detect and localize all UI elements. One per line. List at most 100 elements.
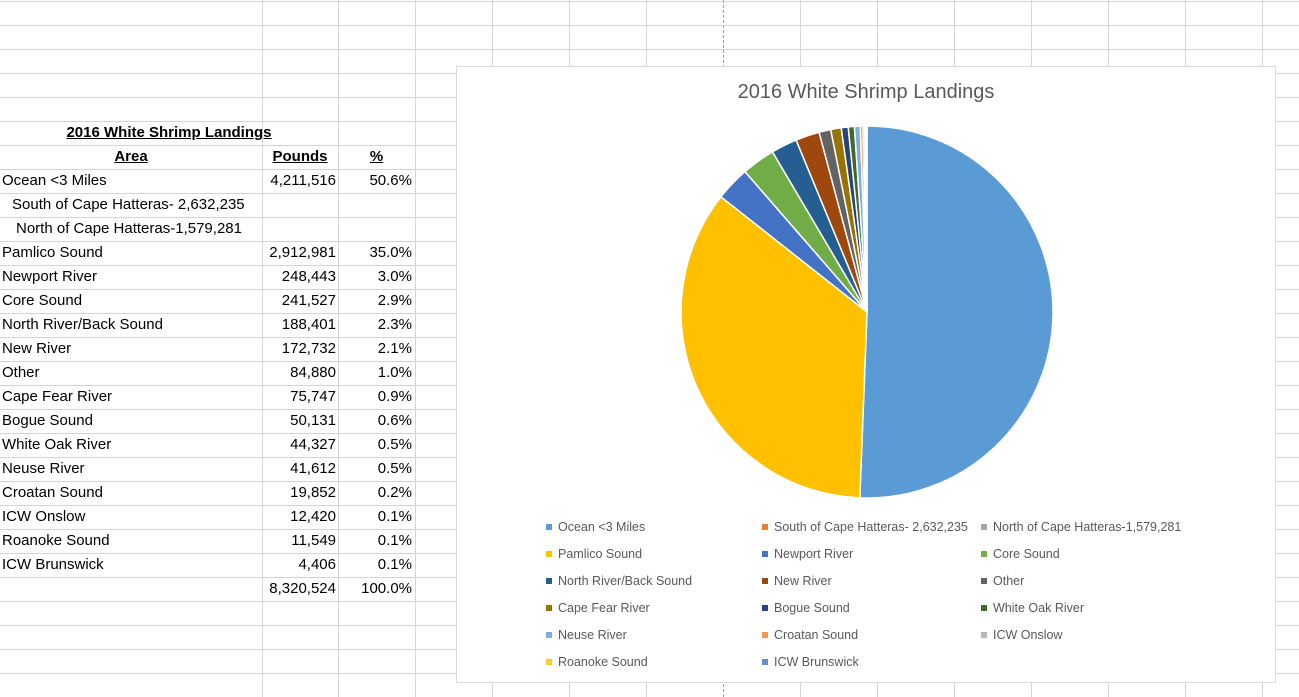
legend-entry[interactable]: New River <box>762 573 832 589</box>
percent-cell[interactable]: 2.1% <box>377 340 412 357</box>
legend-swatch <box>546 658 552 665</box>
legend-swatch <box>546 577 552 584</box>
legend-entry[interactable]: Roanoke Sound <box>546 654 648 670</box>
percent-cell[interactable]: 0.9% <box>377 388 412 405</box>
pounds-cell[interactable]: 12,420 <box>290 508 336 525</box>
pounds-cell[interactable]: 50,131 <box>290 412 336 429</box>
percent-cell[interactable] <box>338 193 412 217</box>
legend-swatch <box>546 550 552 557</box>
row-gridline <box>0 49 1299 50</box>
pounds-cell[interactable]: 2,912,981 <box>269 244 336 261</box>
header-area[interactable]: Area <box>114 148 148 165</box>
area-cell[interactable]: ICW Onslow <box>2 508 86 525</box>
area-cell[interactable]: Bogue Sound <box>2 412 93 429</box>
legend-entry[interactable]: White Oak River <box>981 600 1084 616</box>
percent-cell[interactable]: 0.2% <box>377 484 412 501</box>
pounds-cell[interactable]: 84,880 <box>290 364 336 381</box>
legend-entry[interactable]: North of Cape Hatteras-1,579,281 <box>981 519 1181 535</box>
area-cell[interactable]: Ocean <3 Miles <box>2 172 107 189</box>
legend-swatch <box>981 604 987 611</box>
legend-entry[interactable]: ICW Onslow <box>981 627 1062 643</box>
legend-entry[interactable]: Ocean <3 Miles <box>546 519 645 535</box>
area-cell[interactable]: ICW Brunswick <box>2 556 104 573</box>
legend-entry[interactable]: Cape Fear River <box>546 600 650 616</box>
legend-label: ICW Onslow <box>993 628 1063 642</box>
row-gridline <box>0 25 1299 26</box>
percent-cell[interactable]: 0.1% <box>377 508 412 525</box>
pounds-cell[interactable]: 11,549 <box>291 532 336 549</box>
pounds-cell[interactable]: 4,211,516 <box>270 172 336 189</box>
area-cell[interactable]: North of Cape Hatteras-1,579,281 <box>16 220 242 237</box>
legend-entry[interactable]: ICW Brunswick <box>762 654 859 670</box>
area-cell[interactable]: Other <box>2 364 40 381</box>
percent-cell[interactable]: 50.6% <box>369 172 412 189</box>
pie-chart[interactable]: 2016 White Shrimp Landings Ocean <3 Mile… <box>456 66 1276 683</box>
legend-entry[interactable]: Other <box>981 573 1024 589</box>
area-cell[interactable]: Pamlico Sound <box>2 244 103 261</box>
legend-entry[interactable]: South of Cape Hatteras- 2,632,235 <box>762 519 968 535</box>
pie-slice[interactable] <box>680 195 868 499</box>
chart-title: 2016 White Shrimp Landings <box>737 81 995 103</box>
legend-entry[interactable]: Croatan Sound <box>762 627 858 643</box>
legend-swatch <box>981 631 987 638</box>
pounds-cell[interactable]: 44,327 <box>290 436 336 453</box>
percent-cell[interactable]: 2.9% <box>377 292 412 309</box>
pounds-cell[interactable] <box>262 193 336 217</box>
area-cell[interactable]: North River/Back Sound <box>2 316 163 333</box>
header-pct[interactable]: % <box>369 148 384 165</box>
legend-entry[interactable]: North River/Back Sound <box>546 573 692 589</box>
area-cell[interactable]: Croatan Sound <box>2 484 103 501</box>
total-pounds-cell[interactable]: 8,320,524 <box>269 580 336 597</box>
legend-label: Other <box>993 574 1025 588</box>
percent-cell[interactable]: 0.6% <box>377 412 412 429</box>
table-title[interactable]: 2016 White Shrimp Landings <box>66 124 272 141</box>
pounds-cell[interactable] <box>262 217 336 241</box>
legend-swatch <box>762 631 768 638</box>
pounds-cell[interactable]: 248,443 <box>281 268 336 285</box>
pie-slice[interactable] <box>859 125 1054 499</box>
percent-cell[interactable]: 0.1% <box>377 556 412 573</box>
pounds-cell[interactable]: 75,747 <box>290 388 336 405</box>
percent-cell[interactable]: 1.0% <box>377 364 412 381</box>
pounds-cell[interactable]: 41,612 <box>290 460 336 477</box>
pie-slice[interactable] <box>865 125 868 313</box>
legend-label: Core Sound <box>993 547 1060 561</box>
legend-swatch <box>546 604 552 611</box>
percent-cell[interactable] <box>338 217 412 241</box>
legend-label: White Oak River <box>993 601 1084 615</box>
area-cell[interactable]: White Oak River <box>2 436 112 453</box>
legend-entry[interactable]: Pamlico Sound <box>546 546 642 562</box>
area-cell[interactable]: South of Cape Hatteras- 2,632,235 <box>12 196 245 213</box>
area-cell[interactable]: New River <box>2 340 72 357</box>
percent-cell[interactable]: 0.1% <box>377 532 412 549</box>
legend-entry[interactable]: Core Sound <box>981 546 1060 562</box>
area-cell[interactable]: Cape Fear River <box>2 388 113 405</box>
legend-label: Pamlico Sound <box>558 547 643 561</box>
pounds-cell[interactable]: 188,401 <box>281 316 336 333</box>
legend-entry[interactable]: Newport River <box>762 546 853 562</box>
area-cell[interactable]: Roanoke Sound <box>2 532 110 549</box>
total-percent-cell[interactable]: 100.0% <box>361 580 412 597</box>
column-gridline <box>338 0 339 697</box>
percent-cell[interactable]: 35.0% <box>369 244 412 261</box>
header-pounds[interactable]: Pounds <box>272 148 328 165</box>
percent-cell[interactable]: 0.5% <box>377 460 412 477</box>
pounds-cell[interactable]: 19,852 <box>290 484 336 501</box>
area-cell[interactable]: Neuse River <box>2 460 85 477</box>
pounds-cell[interactable]: 172,732 <box>281 340 336 357</box>
percent-cell[interactable]: 3.0% <box>377 268 412 285</box>
legend-entry[interactable]: Bogue Sound <box>762 600 850 616</box>
area-cell[interactable]: Newport River <box>2 268 98 285</box>
legend-label: Newport River <box>774 547 854 561</box>
pounds-cell[interactable]: 4,406 <box>298 556 336 573</box>
legend-swatch <box>981 577 987 584</box>
percent-cell[interactable]: 0.5% <box>377 436 412 453</box>
pounds-cell[interactable]: 241,527 <box>281 292 336 309</box>
percent-cell[interactable]: 2.3% <box>377 316 412 333</box>
legend-entry[interactable]: Neuse River <box>546 627 627 643</box>
legend-label: New River <box>774 574 832 588</box>
pie-plot-area <box>680 125 1054 499</box>
area-cell[interactable]: Core Sound <box>2 292 83 309</box>
legend-label: Bogue Sound <box>774 601 850 615</box>
legend-label: ICW Brunswick <box>774 655 859 669</box>
